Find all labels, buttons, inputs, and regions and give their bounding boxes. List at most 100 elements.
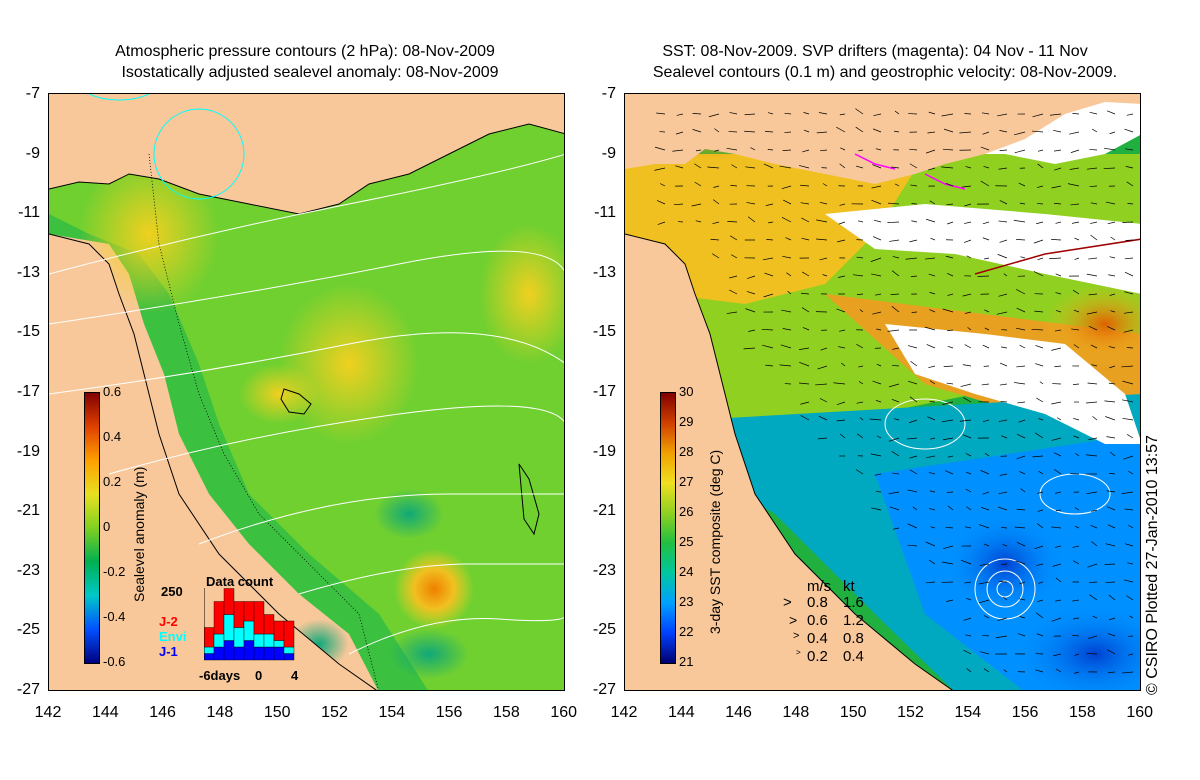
velocity-arrow xyxy=(876,363,882,367)
velocity-arrow xyxy=(892,364,900,367)
velocity-arrow xyxy=(1124,257,1134,260)
velocity-arrow xyxy=(855,165,864,169)
velocity-arrow xyxy=(660,183,666,187)
velocity-arrow xyxy=(875,293,882,296)
velocity-arrow xyxy=(1035,669,1044,673)
velocity-arrow xyxy=(984,257,990,260)
velocity-arrow xyxy=(1086,167,1098,170)
velocity-arrow xyxy=(1109,617,1116,621)
velocity-arrow xyxy=(930,437,936,440)
velocity-arrow xyxy=(872,128,882,133)
y-tick-label: -11 xyxy=(18,204,40,222)
velocity-arrow xyxy=(743,347,756,350)
velocity-arrow xyxy=(893,130,900,133)
sst-colorbar-tick: 24 xyxy=(679,564,694,579)
velocity-arrow xyxy=(1053,452,1062,457)
velocity-arrow xyxy=(1015,560,1026,565)
velocity-arrow xyxy=(1108,671,1116,673)
x-tick-label: 158 xyxy=(1069,704,1096,721)
velocity-arrow xyxy=(712,221,720,225)
velocity-arrow xyxy=(1001,435,1008,439)
velocity-arrow xyxy=(891,398,900,403)
velocity-arrow xyxy=(817,365,828,370)
velocity-arrow xyxy=(822,183,828,187)
velocity-arrow xyxy=(1124,128,1134,133)
inset-bar-j1 xyxy=(233,646,245,661)
velocity-arrow xyxy=(747,275,756,279)
inset-xlabel: -6days xyxy=(199,668,241,683)
velocity-arrow xyxy=(1051,347,1062,351)
velocity-arrow xyxy=(1037,491,1044,494)
velocity-arrow xyxy=(964,311,972,314)
velocity-arrow xyxy=(906,437,918,440)
velocity-arrow xyxy=(947,221,954,225)
velocity-arrow xyxy=(909,455,918,459)
sealevel-colorbar-tick: -0.6 xyxy=(103,654,126,669)
velocity-arrow xyxy=(983,668,990,673)
inset-bar-envi xyxy=(204,646,215,654)
velocity-arrow xyxy=(965,471,972,475)
velocity-arrow xyxy=(1129,615,1134,619)
velocity-arrow xyxy=(983,165,990,169)
velocity-arrow xyxy=(1126,113,1134,116)
velocity-arrow xyxy=(1104,400,1116,403)
inset-bar-envi xyxy=(213,633,225,648)
velocity-arrow xyxy=(893,418,900,421)
velocity-arrow xyxy=(1121,491,1134,494)
velocity-arrow xyxy=(979,651,990,655)
velocity-arrow xyxy=(1125,166,1134,169)
velocity-arrow xyxy=(1054,167,1062,171)
velocity-arrow xyxy=(998,220,1008,223)
velocity-arrow xyxy=(838,221,846,225)
velocity-arrow xyxy=(1055,577,1062,583)
velocity-arrow xyxy=(855,126,864,133)
velocity-arrow xyxy=(656,112,666,115)
velocity-arrow xyxy=(1035,363,1044,367)
velocity-arrow xyxy=(799,347,810,350)
velocity-arrow xyxy=(836,308,846,313)
velocity-arrow xyxy=(1109,451,1116,457)
velocity-arrow xyxy=(801,237,810,241)
velocity-arrow xyxy=(871,185,882,189)
velocity-arrow xyxy=(1072,289,1080,295)
velocity-arrow xyxy=(1018,419,1026,423)
velocity-arrow xyxy=(1038,418,1044,421)
velocity-arrow xyxy=(928,111,936,115)
velocity-arrow xyxy=(907,380,918,385)
velocity-arrow xyxy=(712,253,720,259)
velocity-arrow xyxy=(800,415,810,421)
velocity-arrow xyxy=(856,256,864,259)
velocity-arrow xyxy=(1092,615,1098,619)
y-tick-label: -25 xyxy=(592,621,616,639)
velocity-arrow xyxy=(762,257,774,261)
velocity-arrow xyxy=(1069,167,1080,170)
velocity-arrow xyxy=(766,239,774,241)
velocity-arrow xyxy=(941,561,954,565)
velocity-arrow xyxy=(1055,310,1062,313)
inset-bar-j1 xyxy=(273,646,285,661)
velocity-arrow xyxy=(673,203,684,206)
velocity-arrow xyxy=(1015,327,1026,331)
velocity-arrow xyxy=(1108,594,1116,601)
velocity-arrow xyxy=(1072,617,1080,620)
x-tick-label: 150 xyxy=(263,704,291,721)
velocity-arrow xyxy=(999,149,1008,151)
velocity-arrow xyxy=(966,506,972,511)
velocity-arrow xyxy=(965,634,972,637)
inset-bar-j1 xyxy=(253,646,265,661)
velocity-arrow xyxy=(999,239,1008,243)
velocity-arrow xyxy=(909,163,918,169)
velocity-arrow xyxy=(912,506,918,511)
velocity-arrow xyxy=(730,184,738,187)
velocity-arrow xyxy=(841,362,846,367)
velocity-arrow xyxy=(713,199,720,205)
velocity-arrow xyxy=(1036,633,1044,637)
velocity-arrow xyxy=(765,203,774,206)
velocity-arrow xyxy=(941,113,954,117)
inset-bar-j2 xyxy=(273,620,285,641)
velocity-arrow xyxy=(672,149,684,152)
x-tick-label: 156 xyxy=(1011,704,1039,721)
velocity-arrow xyxy=(907,523,918,529)
velocity-arrow xyxy=(960,383,972,387)
velocity-arrow xyxy=(1051,239,1062,241)
